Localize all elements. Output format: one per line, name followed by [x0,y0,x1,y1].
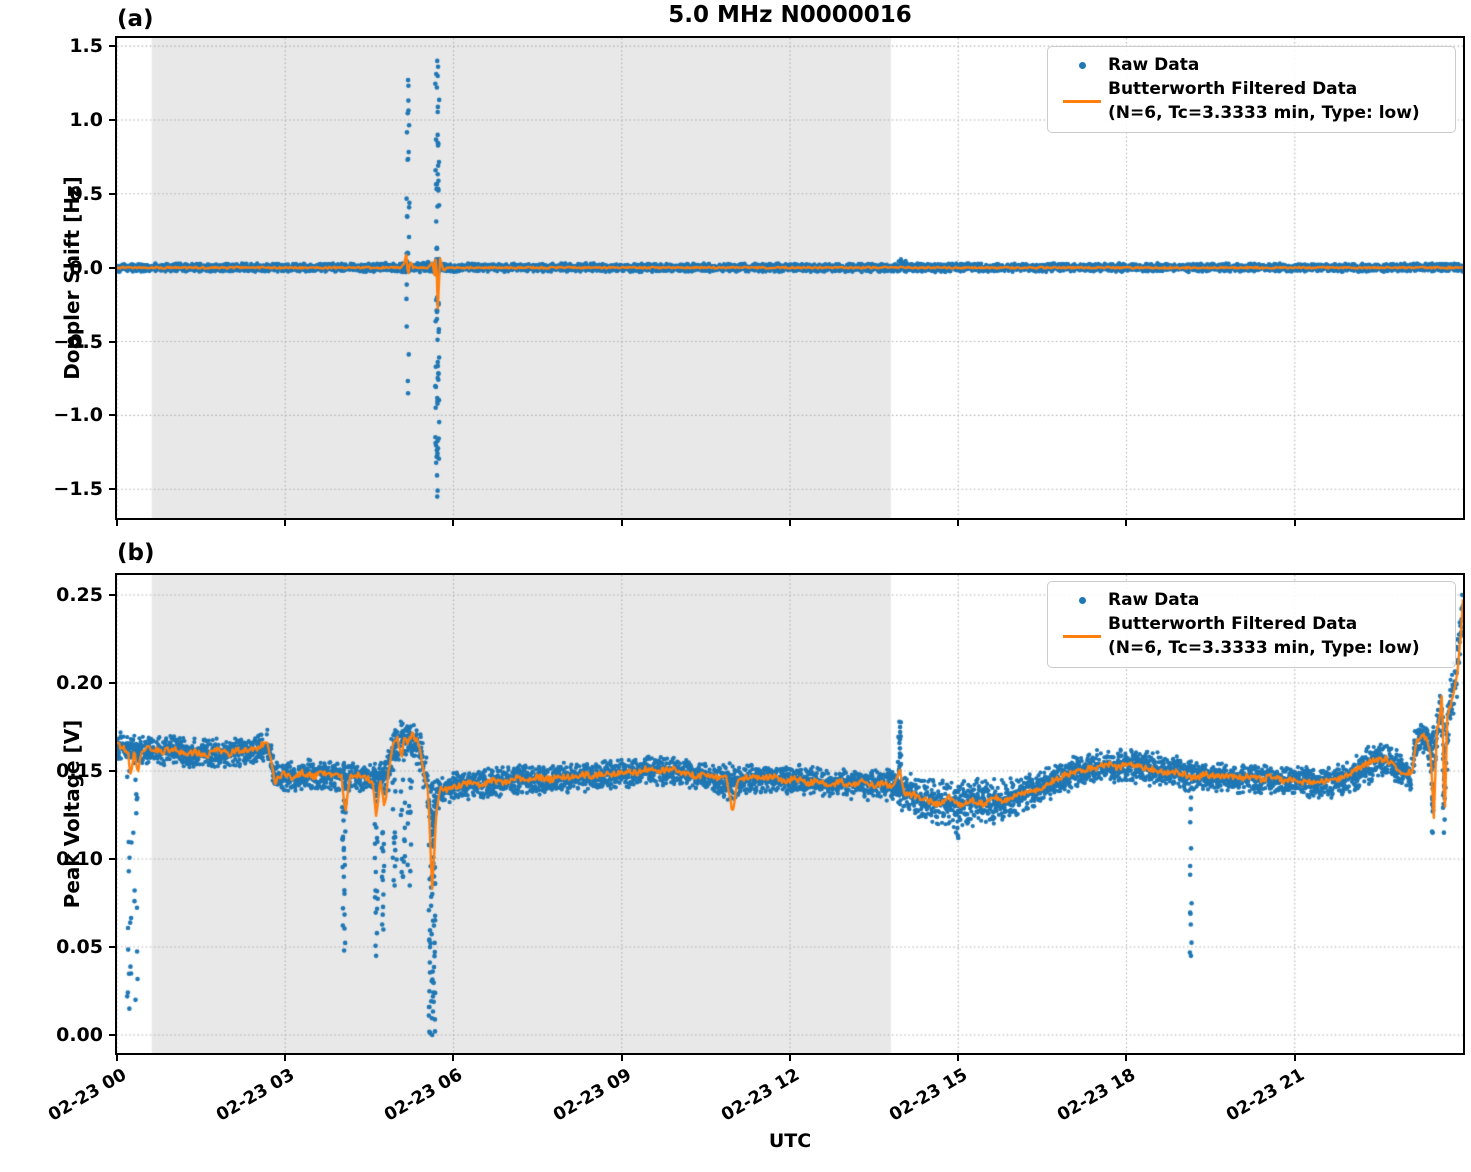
raw-data-marker-icon [1078,62,1086,70]
x-tick-label: 02-23 12 [718,1065,803,1126]
x-tick-mark [284,1053,287,1061]
y-tick-label: −0.5 [53,330,103,353]
x-tick-mark [452,1053,455,1061]
y-tick-label: 0.05 [56,936,103,959]
panel-a-label: (a) [117,6,154,32]
x-tick-mark [452,518,455,526]
legend-row-raw: Raw Data [1056,589,1447,613]
x-axis-label: UTC [768,1130,812,1152]
y-tick-mark [109,488,117,491]
y-tick-label: 0.20 [56,672,103,695]
legend-raw-label: Raw Data [1108,590,1200,610]
y-tick-label: 0.25 [56,584,103,607]
x-tick-label: 02-23 21 [1222,1065,1308,1126]
y-tick-mark [109,45,117,48]
legend-filtered-label: Butterworth Filtered Data [1108,78,1358,99]
figure-title: 5.0 MHz N0000016 [668,2,912,28]
legend-panel-b: Raw Data Butterworth Filtered Data (N=6,… [1047,581,1456,669]
y-tick-label: 1.0 [69,108,103,131]
x-tick-label: 02-23 06 [381,1065,467,1126]
legend-filtered-params: (N=6, Tc=3.3333 min, Type: low) [1108,637,1420,658]
x-tick-label: 02-23 18 [1054,1065,1140,1126]
legend-filtered-params: (N=6, Tc=3.3333 min, Type: low) [1108,102,1420,123]
raw-data-marker-icon [1078,597,1086,605]
y-tick-mark [109,858,117,861]
y-tick-label: −1.5 [53,478,103,501]
x-tick-mark [116,1053,118,1061]
y-tick-label: −1.0 [53,404,103,427]
y-tick-label: 0.10 [56,848,103,871]
y-tick-mark [109,682,117,685]
legend-row-filtered: Butterworth Filtered Data (N=6, Tc=3.333… [1056,78,1447,126]
x-tick-mark [957,518,960,526]
y-tick-label: 0.5 [69,182,103,205]
y-tick-label: 1.5 [69,35,103,58]
y-tick-mark [109,1034,117,1037]
panel-b-label: (b) [117,540,155,566]
voltage-y-axis-label: Peak Voltage [V] [60,719,84,909]
y-tick-mark [109,594,117,597]
legend-panel-a: Raw Data Butterworth Filtered Data (N=6,… [1047,46,1456,134]
y-tick-mark [109,340,117,343]
x-tick-mark [957,1053,960,1061]
filtered-line-marker-icon [1063,99,1101,104]
filtered-line-marker-icon [1063,634,1101,639]
x-tick-mark [620,518,623,526]
x-tick-label: 02-23 03 [213,1065,299,1126]
x-tick-mark [116,518,118,526]
legend-row-raw: Raw Data [1056,54,1447,78]
x-tick-mark [1125,1053,1128,1061]
y-tick-mark [109,770,117,773]
x-tick-label: 02-23 00 [45,1065,130,1126]
y-tick-label: 0.00 [56,1024,103,1047]
legend-filtered-label: Butterworth Filtered Data [1108,613,1358,634]
legend-raw-label: Raw Data [1108,55,1200,75]
y-tick-mark [109,266,117,269]
x-tick-mark [284,518,287,526]
y-tick-mark [109,192,117,195]
x-tick-mark [1125,518,1128,526]
legend-row-filtered: Butterworth Filtered Data (N=6, Tc=3.333… [1056,613,1447,661]
x-tick-mark [1293,1053,1296,1061]
y-tick-mark [109,118,117,121]
y-tick-mark [109,414,117,417]
x-tick-label: 02-23 15 [886,1065,972,1126]
y-tick-label: 0.0 [69,256,103,279]
y-tick-mark [109,946,117,949]
x-tick-mark [1293,518,1296,526]
x-tick-mark [620,1053,623,1061]
y-tick-label: 0.15 [56,760,103,783]
x-tick-mark [788,1053,791,1061]
x-tick-mark [788,518,791,526]
x-tick-label: 02-23 09 [549,1065,635,1126]
